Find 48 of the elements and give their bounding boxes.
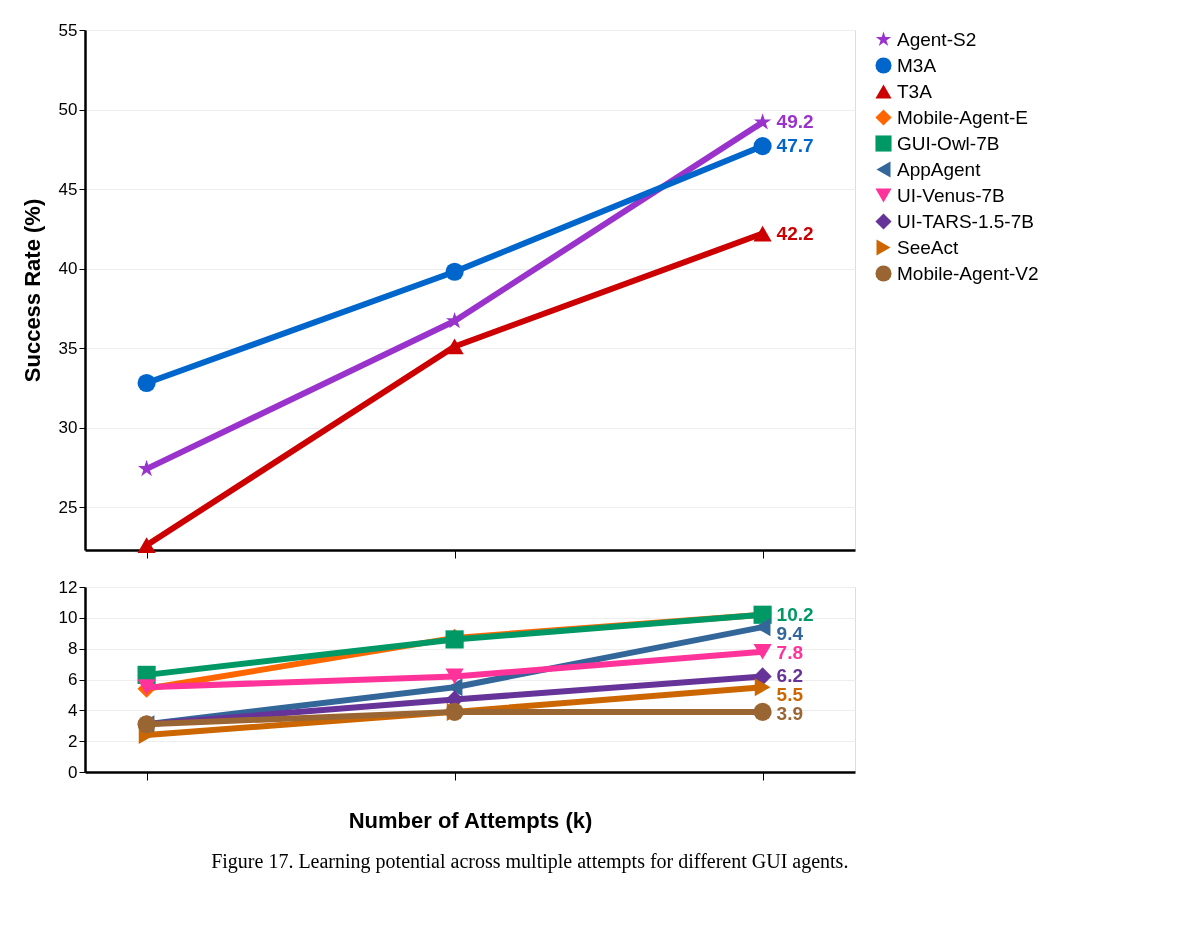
point (753, 113, 772, 130)
y-tick-label: 4 (68, 700, 78, 720)
point (753, 643, 772, 660)
y-tick-label: 35 (58, 338, 78, 358)
y-tick-label: 8 (68, 639, 78, 659)
y-tick-label: 6 (68, 670, 78, 689)
y-tick-label: 50 (58, 100, 78, 120)
y-tick-label: 55 (58, 20, 78, 40)
point (754, 618, 771, 637)
legend-label: Mobile-Agent-V2 (897, 262, 1039, 284)
point (753, 225, 772, 242)
point (753, 702, 772, 721)
legend-label: AppAgent (897, 158, 982, 180)
point (137, 373, 156, 393)
y-tick-label: 45 (58, 179, 78, 199)
y-tick-label: 2 (68, 731, 78, 751)
y-tick-label: 30 (58, 418, 78, 438)
data-label: 3.9 (776, 703, 804, 725)
legend-label: M3A (897, 54, 937, 76)
point (754, 678, 771, 697)
legend-label: SeeAct (897, 236, 959, 258)
point (445, 262, 464, 281)
data-label: 47.7 (776, 135, 814, 157)
y-tick-label: 40 (58, 259, 78, 279)
data-label: 49.2 (776, 111, 814, 133)
data-label: 9.4 (776, 622, 804, 644)
caption: Figure 17. Learning potential across multiple attempts for different GUI agents. (211, 850, 849, 873)
point (753, 137, 772, 156)
y-tick-label: 12 (58, 577, 78, 597)
y-tick-label: 25 (58, 497, 78, 517)
legend-label: T3A (897, 80, 933, 102)
data-label: 5.5 (776, 684, 804, 706)
data-label: 10.2 (776, 603, 814, 625)
y-tick-label: 10 (58, 608, 78, 628)
data-label: 7.8 (776, 641, 804, 663)
legend-label: Mobile-Agent-E (897, 106, 1028, 128)
x-axis-title: Number of Attempts (k) (348, 808, 593, 833)
point (445, 668, 464, 685)
legend-label: GUI-Owl-7B (897, 132, 1000, 154)
legend-label: UI-TARS-1.5-7B (897, 210, 1034, 232)
legend-label: UI-Venus-7B (897, 184, 1005, 206)
y-axis-title: Success Rate (%) (19, 198, 45, 383)
point (137, 537, 156, 554)
y-tick-label: 0 (68, 762, 78, 782)
data-label: 6.2 (776, 665, 804, 687)
data-label: 42.2 (776, 222, 814, 244)
point (445, 338, 464, 355)
legend-label: Agent-S2 (897, 28, 977, 50)
